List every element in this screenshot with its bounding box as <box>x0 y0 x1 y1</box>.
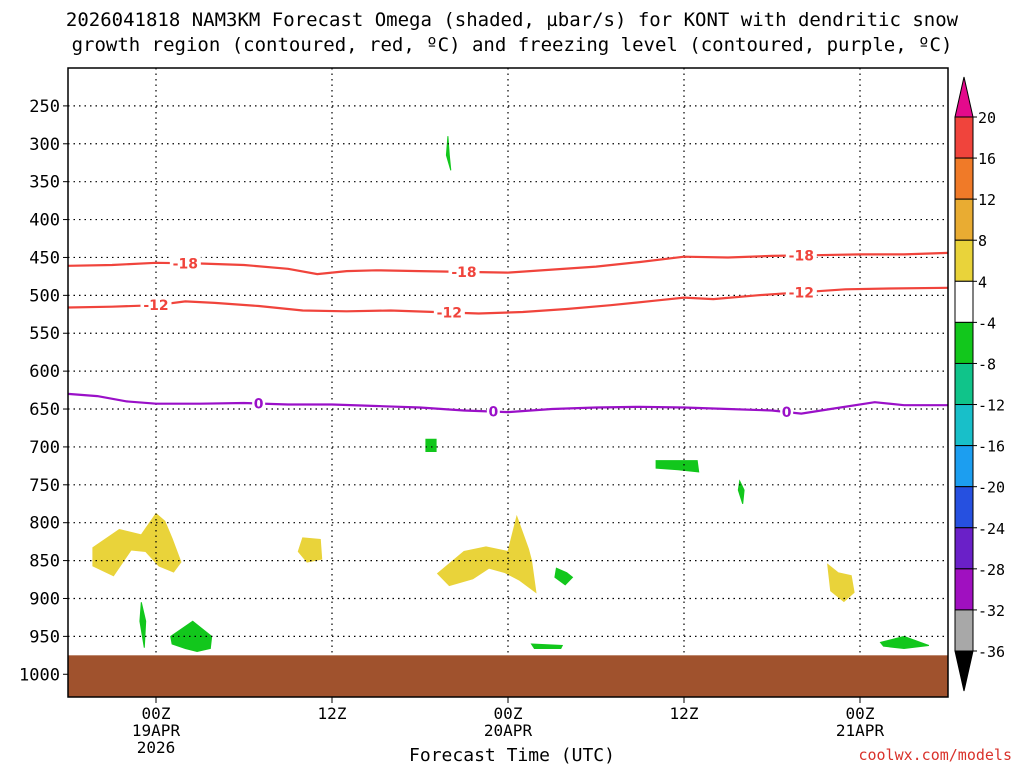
x-tick-label-30: 00Z <box>494 704 523 723</box>
x-axis-label: Forecast Time (UTC) <box>409 745 615 766</box>
colorbar-label-2: 12 <box>978 191 996 209</box>
y-tick-label-550: 550 <box>29 324 60 344</box>
contour-label-bg-0 <box>780 404 794 421</box>
contour-label-bg--18 <box>448 263 480 280</box>
x-tick-date-6: 19APR <box>132 721 181 740</box>
omega-shaded-region-5 <box>425 438 437 452</box>
y-tick-label-350: 350 <box>29 173 60 193</box>
contour-label-bg--18 <box>785 247 817 264</box>
y-tick-label-750: 750 <box>29 476 60 496</box>
omega-shaded-region-7 <box>737 479 745 504</box>
colorbar-box-0 <box>954 116 974 159</box>
x-tick-label-54: 00Z <box>846 704 875 723</box>
colorbar-box-1 <box>954 157 974 200</box>
coolwx-credit-link[interactable]: coolwx.com/models <box>858 746 1012 764</box>
colorbar-label-6: -8 <box>978 355 996 373</box>
contour-label-bg--12 <box>140 297 172 314</box>
colorbar-label-0: 20 <box>978 109 996 127</box>
omega-shaded-region-11 <box>530 643 564 649</box>
omega-shaded-region-4 <box>445 136 452 171</box>
y-tick-label-600: 600 <box>29 362 60 382</box>
y-tick-label-800: 800 <box>29 514 60 534</box>
contour-label-0: 0 <box>782 405 792 421</box>
y-tick-label-900: 900 <box>29 589 60 609</box>
contour-label-0: 0 <box>254 396 264 412</box>
colorbar-label-12: -32 <box>978 602 1005 620</box>
colorbar-box-8 <box>954 445 974 488</box>
y-tick-label-450: 450 <box>29 248 60 268</box>
plot-frame <box>67 67 949 698</box>
x-tick-label-18: 12Z <box>318 704 347 723</box>
colorbar-box-3 <box>954 239 974 282</box>
omega-shaded-region-2 <box>436 514 537 594</box>
contour-label--18: -18 <box>451 265 476 281</box>
x-tick-year-6: 2026 <box>137 738 176 757</box>
y-tick-label-700: 700 <box>29 438 60 458</box>
omega-shaded-region-0 <box>92 512 182 577</box>
contour--12 <box>67 286 949 315</box>
y-tick-label-250: 250 <box>29 97 60 117</box>
colorbar-label-7: -12 <box>978 397 1005 415</box>
colorbar-label-1: 16 <box>978 150 996 168</box>
colorbar-box-11 <box>954 568 974 611</box>
y-tick-label-950: 950 <box>29 627 60 647</box>
colorbar-label-5: -4 <box>978 314 996 332</box>
contour-label-bg--18 <box>169 255 201 272</box>
omega-shaded-region-9 <box>170 620 213 653</box>
contour-label--12: -12 <box>789 285 814 301</box>
colorbar-label-8: -16 <box>978 438 1005 456</box>
colorbar-label-11: -28 <box>978 561 1005 579</box>
colorbar-label-3: 8 <box>978 232 987 250</box>
contour-label--12: -12 <box>143 298 168 314</box>
colorbar-box-6 <box>954 362 974 406</box>
x-tick-date-30: 20APR <box>484 721 533 740</box>
y-tick-label-850: 850 <box>29 552 60 572</box>
colorbar-label-13: -36 <box>978 643 1005 661</box>
colorbar-label-9: -20 <box>978 479 1005 497</box>
omega-shaded-region-1 <box>297 537 323 563</box>
chart-title-line-2: growth region (contoured, red, ºC) and f… <box>71 34 953 56</box>
colorbar-box-10 <box>954 527 974 570</box>
contour-label--18: -18 <box>789 248 814 264</box>
colorbar-box-7 <box>954 404 974 447</box>
y-tick-label-650: 650 <box>29 400 60 420</box>
omega-shaded-region-3 <box>827 563 855 603</box>
omega-shaded-region-6 <box>655 460 700 473</box>
colorbar-box-5 <box>954 321 974 364</box>
contour-label-0: 0 <box>488 405 498 421</box>
contour-label--18: -18 <box>173 256 198 272</box>
contour-label-bg--12 <box>433 304 465 321</box>
colorbar-label-4: 4 <box>978 273 987 291</box>
colorbar-box-2 <box>954 198 974 241</box>
chart-title-line-1: 2026041818 NAM3KM Forecast Omega (shaded… <box>65 9 959 31</box>
omega-shaded-region-10 <box>554 567 574 586</box>
omega-shaded-region-8 <box>139 602 147 648</box>
surface-terrain <box>68 655 948 697</box>
y-tick-label-1000: 1000 <box>19 665 60 685</box>
x-tick-label-42: 12Z <box>670 704 699 723</box>
contour-0 <box>67 392 948 415</box>
contour-label-bg-0 <box>252 395 266 412</box>
colorbar-box-9 <box>954 486 974 529</box>
y-tick-label-300: 300 <box>29 135 60 155</box>
colorbar-label-10: -24 <box>978 520 1005 538</box>
x-tick-label-6: 00Z <box>142 704 171 723</box>
colorbar-bottom-arrow <box>954 650 974 692</box>
x-tick-date-54: 21APR <box>836 721 885 740</box>
contour-label-bg-0 <box>486 403 500 420</box>
contour-label-bg--12 <box>785 284 817 301</box>
colorbar-top-arrow <box>954 76 974 118</box>
y-tick-label-500: 500 <box>29 286 60 306</box>
colorbar-box-4 <box>954 280 974 323</box>
colorbar-box-12 <box>954 609 974 652</box>
omega-shaded-region-12 <box>879 635 930 650</box>
y-tick-label-400: 400 <box>29 211 60 231</box>
contour-label--12: -12 <box>437 306 462 322</box>
